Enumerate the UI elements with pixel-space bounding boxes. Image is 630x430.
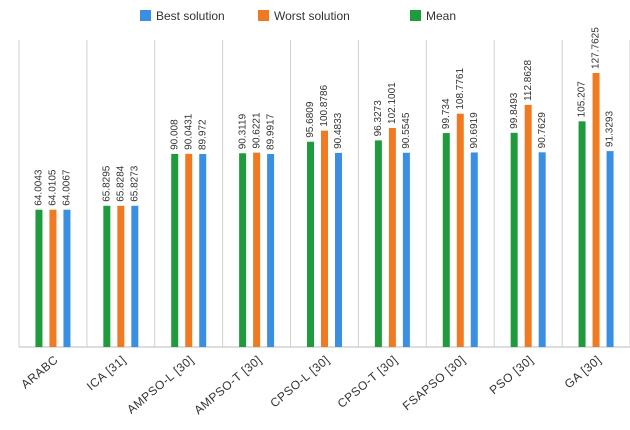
value-label: 90.5545 [401, 112, 412, 149]
value-label: 89.9917 [265, 113, 276, 150]
value-label: 90.7629 [537, 112, 548, 149]
value-label: 99.734 [441, 98, 452, 129]
bar [402, 152, 410, 347]
x-tick-label: ARABC [18, 353, 61, 392]
bar [456, 113, 464, 347]
value-label: 64.0067 [62, 169, 73, 206]
x-tick-label: FSAPSO [30] [400, 353, 468, 414]
x-tick-label: CPSO-L [30] [267, 353, 332, 411]
value-label: 91.3293 [605, 111, 616, 148]
value-label: 90.0431 [183, 113, 194, 150]
bar [578, 121, 586, 347]
bar [35, 209, 43, 347]
value-label: 99.8493 [509, 92, 520, 129]
bar [103, 205, 111, 347]
bar [442, 133, 450, 347]
legend-swatch [410, 10, 421, 21]
bar [199, 154, 207, 347]
value-label: 90.3119 [237, 113, 248, 149]
bar [335, 152, 342, 347]
value-label: 108.7761 [455, 68, 466, 110]
value-label: 90.4833 [333, 112, 344, 149]
bar [131, 205, 139, 347]
bar [117, 205, 125, 347]
bar [49, 209, 57, 347]
bar [592, 72, 600, 348]
value-label: 89.972 [197, 119, 208, 150]
legend-label: Worst solution [274, 9, 350, 23]
bar [63, 209, 71, 347]
bar [239, 153, 247, 347]
value-label: 112.8628 [523, 60, 534, 101]
bar [185, 153, 193, 347]
bar [510, 132, 518, 347]
bar [171, 153, 179, 347]
value-label: 65.8273 [129, 165, 140, 202]
bar [374, 140, 382, 347]
legend-label: Mean [426, 9, 456, 23]
x-tick-label: GA [30] [562, 353, 604, 392]
x-tick-label: ICA [31] [84, 353, 129, 394]
value-label: 100.8786 [319, 84, 330, 126]
bar [606, 151, 614, 347]
value-label: 96.3273 [373, 100, 384, 137]
value-label: 127.7625 [591, 27, 602, 69]
legend-swatch [140, 10, 151, 21]
bar [538, 152, 546, 347]
x-tick-label: AMPSO-L [30] [124, 353, 197, 417]
legend-swatch [258, 10, 269, 21]
bar [388, 127, 396, 347]
bar [321, 130, 328, 347]
value-label: 64.0043 [34, 169, 45, 206]
value-label: 102.1001 [387, 82, 398, 124]
bar [267, 153, 275, 347]
x-tick-label: CPSO-T [30] [335, 353, 401, 411]
value-label: 95.6809 [305, 101, 316, 138]
x-tick-label: AMPSO-T [30] [191, 353, 264, 418]
x-tick-label: PSO [30] [487, 353, 536, 398]
bar [470, 152, 478, 347]
value-label: 90.6919 [469, 112, 480, 149]
value-label: 90.6221 [251, 112, 262, 149]
value-label: 65.8284 [115, 165, 126, 202]
value-label: 105.207 [577, 81, 588, 118]
value-label: 64.0105 [48, 169, 59, 206]
bar [253, 152, 261, 347]
value-label: 90.008 [169, 119, 180, 150]
value-label: 65.8295 [101, 165, 112, 202]
legend-label: Best solution [156, 9, 225, 23]
bar [307, 141, 314, 347]
bar [524, 104, 532, 347]
